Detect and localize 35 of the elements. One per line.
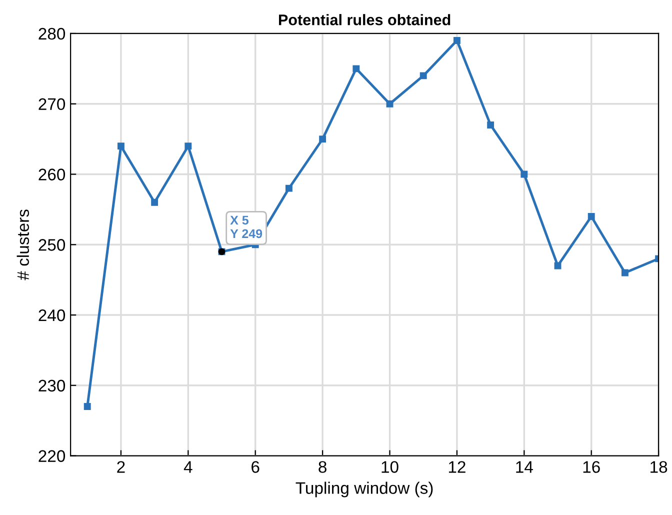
point: [84, 403, 91, 410]
x-tick-label: 6: [252, 461, 260, 473]
point: [487, 122, 494, 128]
point: [453, 37, 460, 44]
x-tick-label: 4: [184, 461, 192, 473]
point: [588, 213, 595, 220]
y-axis-title: # clusters: [16, 210, 30, 280]
x-tick-label: 18: [650, 461, 668, 473]
x-tick-label: 10: [382, 461, 398, 473]
y-tick-label: 260: [38, 168, 66, 180]
point: [420, 72, 427, 80]
y-tick-label: 230: [38, 380, 66, 392]
x-tick-label: 14: [516, 461, 533, 473]
y-tick-label: 250: [38, 239, 66, 251]
point: [151, 198, 158, 206]
x-tick-label: 12: [448, 461, 466, 473]
point: [520, 170, 528, 178]
point: [386, 100, 394, 108]
y-tick-label: 220: [38, 450, 66, 462]
point: [352, 65, 360, 72]
y-tick-label: 270: [38, 98, 66, 110]
point: [319, 136, 326, 143]
x-tick-label: 8: [318, 461, 326, 473]
x-tick-label: 16: [583, 461, 600, 473]
point: [117, 142, 124, 150]
x-tick-label: 2: [117, 461, 125, 473]
point: [285, 184, 292, 192]
point: [184, 142, 192, 150]
y-tick-label: 280: [38, 28, 66, 40]
chart-title: Potential rules obtained: [279, 14, 450, 26]
annotation: X 5 Y 249: [230, 216, 262, 238]
y-tick-label: 240: [38, 309, 66, 322]
point: [554, 262, 562, 270]
point: [621, 269, 628, 276]
x-axis-title: Tupling window (s): [296, 482, 433, 498]
